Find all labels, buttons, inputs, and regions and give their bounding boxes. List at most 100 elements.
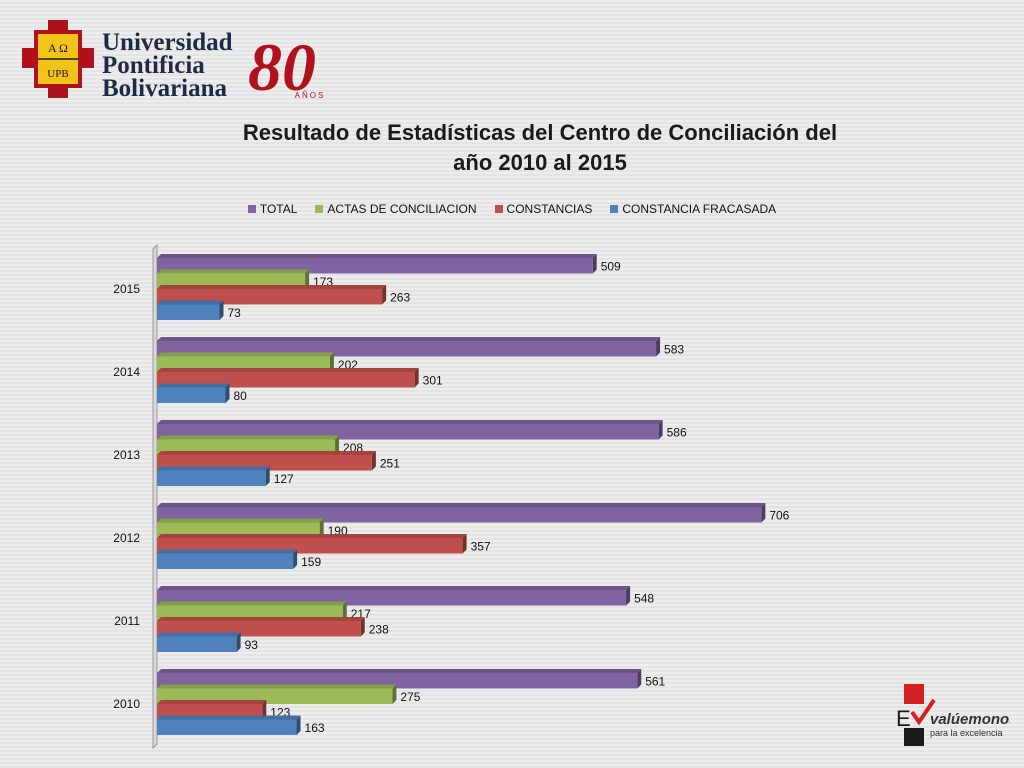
value-label-2012-constancias: 357	[471, 540, 491, 554]
bar-top-2014-actas-de-conciliacion	[157, 352, 334, 357]
bar-side-2013-actas-de-conciliacion	[335, 435, 340, 455]
crest-bottom-text: UPB	[47, 68, 68, 80]
value-label-2015-constancias: 263	[390, 291, 410, 305]
bar-top-2015-constancia-fracasada	[157, 300, 224, 305]
legend-swatch-fracasada	[610, 205, 619, 213]
legend-label-constancias: CONSTANCIAS	[506, 202, 593, 216]
bar-top-2011-constancia-fracasada	[157, 632, 241, 637]
bar-side-2012-constancia-fracasada	[293, 549, 298, 569]
bar-top-2013-constancias	[157, 451, 376, 455]
value-label-2015-constancia-fracasada: 73	[227, 306, 241, 320]
bar-side-2014-actas-de-conciliacion	[329, 352, 334, 372]
university-line-3: Bolivariana	[102, 75, 228, 102]
bar-side-2015-total	[592, 254, 597, 274]
checkmark-logo-icon: E	[896, 684, 936, 746]
category-label-2011: 2011	[114, 614, 140, 628]
bar-top-2012-total	[157, 503, 766, 507]
legend-label-fracasada: CONSTANCIA FRACASADA	[622, 202, 777, 216]
bar-top-2013-constancia-fracasada	[157, 466, 270, 471]
value-label-2010-total: 561	[645, 675, 665, 689]
value-label-2014-constancias: 301	[423, 374, 443, 388]
legend-item-constancias: CONSTANCIAS	[494, 202, 593, 216]
value-label-2012-total: 706	[769, 509, 789, 523]
bar-2014-constancia-fracasada	[157, 387, 226, 403]
value-label-2011-constancias: 238	[369, 623, 389, 637]
bar-top-2015-total	[157, 254, 597, 258]
axis-wall	[152, 243, 158, 750]
bar-2011-constancia-fracasada	[157, 636, 237, 652]
value-label-2013-constancia-fracasada: 127	[274, 472, 294, 486]
bar-side-2010-constancias	[262, 700, 267, 720]
bar-top-2012-constancias	[157, 534, 467, 538]
bar-side-2011-constancia-fracasada	[236, 632, 241, 652]
bar-top-2010-actas-de-conciliacion	[157, 684, 397, 689]
category-label-2015: 2015	[113, 282, 140, 296]
anniversary-word: AÑOS	[295, 91, 326, 100]
legend-swatch-actas	[315, 205, 324, 213]
bar-side-2011-actas-de-conciliacion	[342, 601, 347, 621]
bar-top-2014-constancias	[157, 368, 419, 372]
evaluemonos-logo: E valúemonos para la excelencia	[896, 684, 1010, 746]
value-label-2011-constancia-fracasada: 93	[245, 638, 259, 652]
bar-top-2011-total	[157, 586, 631, 590]
bar-top-2010-constancias	[157, 700, 267, 704]
bar-side-2013-total	[658, 420, 663, 440]
crest-top-text: A Ω	[48, 41, 68, 55]
bar-top-2011-actas-de-conciliacion	[157, 601, 347, 606]
value-label-2010-actas-de-conciliacion: 275	[400, 690, 420, 704]
legend-swatch-constancias	[494, 205, 503, 213]
anniversary-number: 80	[248, 29, 316, 102]
legend-item-actas: ACTAS DE CONCILIACION	[315, 202, 477, 216]
value-label-2013-constancias: 251	[380, 457, 400, 471]
university-line-2: Pontificia	[102, 52, 205, 79]
bar-side-2010-actas-de-conciliacion	[392, 684, 397, 704]
value-label-2012-constancia-fracasada: 159	[301, 555, 321, 569]
legend-label-total: TOTAL	[259, 202, 298, 216]
bar-side-2011-total	[626, 586, 631, 606]
svg-text:E: E	[896, 706, 911, 731]
bar-top-2015-actas-de-conciliacion	[157, 269, 310, 274]
bar-side-2012-total	[761, 503, 766, 523]
value-label-2014-constancia-fracasada: 80	[233, 389, 247, 403]
bar-side-2015-constancias	[382, 285, 387, 305]
upb-crest-icon: A Ω UPB	[22, 20, 94, 98]
chart-legend: TOTAL ACTAS DE CONCILIACION CONSTANCIAS …	[0, 202, 1024, 216]
footer-logo-tagline: para la excelencia	[930, 728, 1003, 738]
university-line-1: Universidad	[102, 29, 233, 56]
value-label-2010-constancia-fracasada: 163	[305, 721, 325, 735]
legend-item-fracasada: CONSTANCIA FRACASADA	[610, 202, 776, 216]
value-label-2014-total: 583	[664, 343, 684, 357]
legend-label-actas: ACTAS DE CONCILIACION	[327, 202, 477, 216]
category-label-2014: 2014	[113, 365, 140, 379]
chart-title: Resultado de Estadísticas del Centro de …	[200, 118, 880, 178]
bar-side-2015-actas-de-conciliacion	[305, 269, 310, 289]
footer-logo-text: valúemonos	[930, 711, 1010, 728]
category-label-2010: 2010	[113, 697, 140, 711]
bar-side-2010-total	[637, 669, 642, 689]
bar-2012-constancia-fracasada	[157, 553, 294, 569]
bar-side-2014-constancias	[414, 368, 419, 388]
bar-top-2010-constancia-fracasada	[157, 715, 301, 720]
category-label-2013: 2013	[113, 448, 140, 462]
bar-side-2011-constancias	[360, 617, 365, 637]
bar-side-2013-constancia-fracasada	[265, 466, 270, 486]
bar-side-2015-constancia-fracasada	[219, 300, 224, 320]
bar-side-2014-total	[656, 337, 661, 357]
value-label-2013-total: 586	[667, 426, 687, 440]
bar-2013-constancia-fracasada	[157, 470, 266, 486]
bar-side-2014-constancia-fracasada	[225, 383, 230, 403]
bar-top-2014-constancia-fracasada	[157, 383, 230, 388]
bar-top-2010-total	[157, 669, 642, 673]
bar-top-2013-actas-de-conciliacion	[157, 435, 340, 440]
category-label-2012: 2012	[113, 531, 140, 545]
value-label-2015-total: 509	[601, 260, 621, 274]
bar-side-2012-actas-de-conciliacion	[319, 518, 324, 538]
chart-title-line-2: año 2010 al 2015	[453, 150, 627, 175]
bar-top-2015-constancias	[157, 285, 387, 289]
upb-logo: A Ω UPB Universidad Pontificia Bolivaria…	[22, 20, 326, 102]
bar-top-2014-total	[157, 337, 661, 341]
chart-title-line-1: Resultado de Estadísticas del Centro de …	[242, 120, 838, 145]
bar-2010-constancia-fracasada	[157, 719, 297, 735]
bar-top-2011-constancias	[157, 617, 365, 621]
